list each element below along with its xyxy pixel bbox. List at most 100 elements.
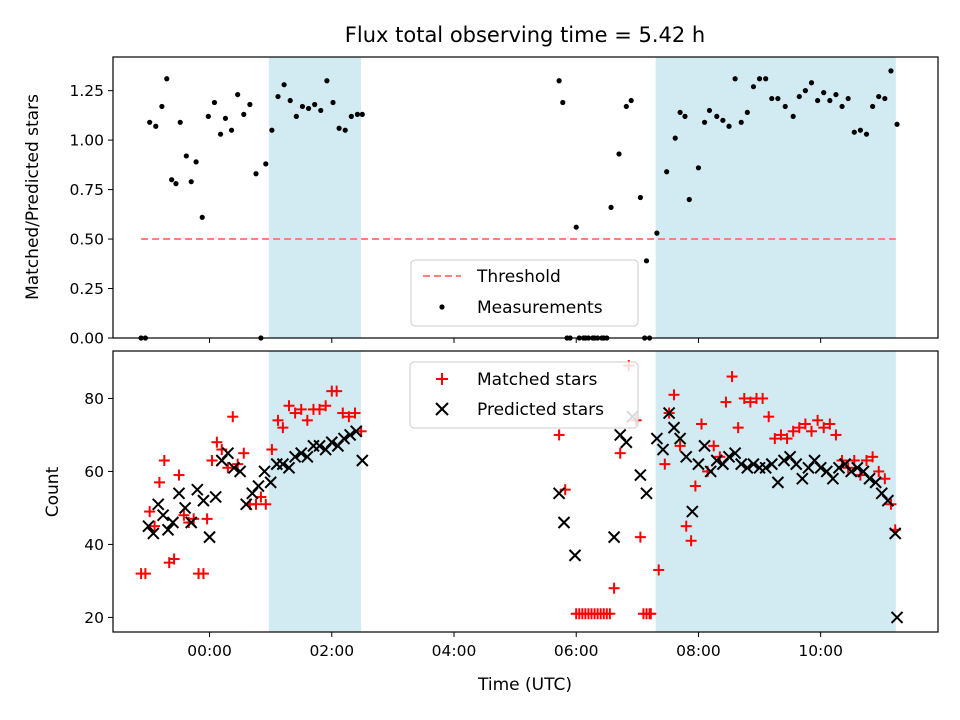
top-y-tick-label: 1.00: [69, 132, 104, 150]
measurement-point: [643, 258, 650, 264]
matched-star-point: [301, 414, 313, 426]
predicted-star-diag2: [295, 446, 308, 460]
matched-star-point: [824, 418, 836, 430]
top-axes-frame: [112, 56, 939, 339]
predicted-star-point: [607, 530, 621, 544]
predicted-star-point: [276, 457, 290, 471]
bottom-legend-box: [409, 361, 639, 429]
matched-star-point: [867, 451, 879, 463]
measurement-point: [275, 93, 281, 100]
measurement-point: [211, 99, 218, 106]
predicted-star-diag2: [722, 450, 736, 464]
matched-star-point: [806, 425, 817, 437]
matched-star-point: [601, 608, 613, 620]
predicted-star-diag2: [178, 501, 192, 515]
bottom-x-axis-label: Time (UTC): [477, 675, 572, 695]
predicted-star-diag2: [227, 461, 241, 474]
predicted-star-diag2: [552, 487, 566, 500]
matched-star-point: [668, 389, 680, 401]
bottom-y-tick-label: 80: [84, 390, 104, 408]
measurement-point: [205, 113, 211, 119]
measurement-point: [782, 103, 788, 110]
measurement-point: [616, 151, 622, 157]
matched-star-point: [757, 392, 769, 404]
measurement-point: [330, 99, 336, 106]
matched-star-point: [222, 462, 234, 474]
matched-star-point: [744, 396, 756, 408]
measurement-point: [241, 111, 247, 117]
bottom-x-tick-label: 06:00: [554, 642, 599, 660]
matched-star-point: [812, 414, 824, 426]
measurement-point: [560, 99, 566, 106]
matched-star-point: [614, 447, 626, 459]
predicted-star-diag2: [783, 450, 797, 464]
top-shaded-intervals: [268, 57, 896, 338]
matched-star-point: [149, 520, 161, 532]
measurement-point: [169, 177, 175, 183]
top-y-tick-label: 0.75: [69, 181, 104, 199]
measurement-point: [821, 90, 827, 96]
bottom-y-tick-label: 40: [84, 536, 104, 554]
predicted-star-diag2: [869, 476, 882, 489]
predicted-star-point: [209, 490, 222, 504]
predicted-star-diag2: [233, 465, 247, 478]
bottom-y-tick-label: 60: [84, 463, 104, 481]
measurement-point: [281, 82, 287, 88]
matched-star-point: [793, 422, 805, 434]
predicted-star-point: [350, 425, 363, 438]
predicted-star-diag2: [881, 494, 895, 507]
predicted-star-diag2: [161, 523, 175, 537]
predicted-star-point: [620, 436, 633, 449]
legend-predicted-swatch: [435, 402, 449, 416]
matched-star-point: [349, 407, 361, 419]
measurement-point: [732, 76, 738, 82]
predicted-star-diag2: [808, 454, 821, 467]
matched-star-point: [314, 403, 326, 415]
measurement-point: [790, 113, 796, 119]
measurement-point: [199, 214, 205, 220]
predicted-star-diag2: [240, 498, 253, 511]
predicted-star-point: [221, 446, 235, 460]
predicted-star-point: [343, 428, 357, 442]
predicted-star-point: [178, 501, 192, 515]
predicted-star-diag2: [845, 465, 858, 478]
measurement-point: [714, 113, 720, 119]
measurement-point: [672, 135, 678, 141]
measurement-point: [269, 127, 275, 133]
measurement-point: [623, 103, 629, 110]
predicted-star-point: [777, 454, 791, 467]
predicted-star-point: [845, 465, 858, 478]
measurement-point: [247, 101, 253, 108]
predicted-star-point: [288, 450, 302, 464]
measurement-point: [863, 131, 870, 137]
matched-star-point: [178, 509, 190, 521]
matched-star-point: [337, 407, 349, 419]
predicted-star-diag2: [264, 476, 277, 489]
matched-star-point: [206, 454, 218, 466]
predicted-star-point: [568, 549, 582, 562]
measurement-point: [235, 91, 241, 98]
measurement-point: [228, 127, 235, 133]
measurement-point: [701, 119, 708, 125]
measurement-point: [815, 97, 821, 104]
measurement-point: [775, 95, 781, 102]
predicted-star-point: [881, 494, 895, 507]
measurement-point: [682, 113, 688, 119]
predicted-star-diag2: [735, 457, 748, 471]
legend-matched-label: Matched stars: [477, 370, 597, 390]
predicted-star-point: [640, 487, 653, 500]
predicted-star-diag2: [166, 516, 180, 529]
predicted-star-point: [147, 527, 160, 540]
matched-star-point: [659, 458, 671, 470]
predicted-star-point: [172, 487, 186, 500]
predicted-star-point: [191, 483, 204, 496]
measurement-point: [183, 153, 189, 159]
measurement-point: [556, 78, 562, 84]
predicted-star-diag2: [741, 461, 754, 474]
predicted-star-point: [771, 476, 785, 489]
predicted-star-point: [650, 432, 664, 445]
measurement-point: [217, 131, 224, 137]
predicted-star-point: [337, 432, 351, 445]
predicted-star-diag2: [863, 472, 876, 485]
measurement-point: [159, 103, 165, 110]
